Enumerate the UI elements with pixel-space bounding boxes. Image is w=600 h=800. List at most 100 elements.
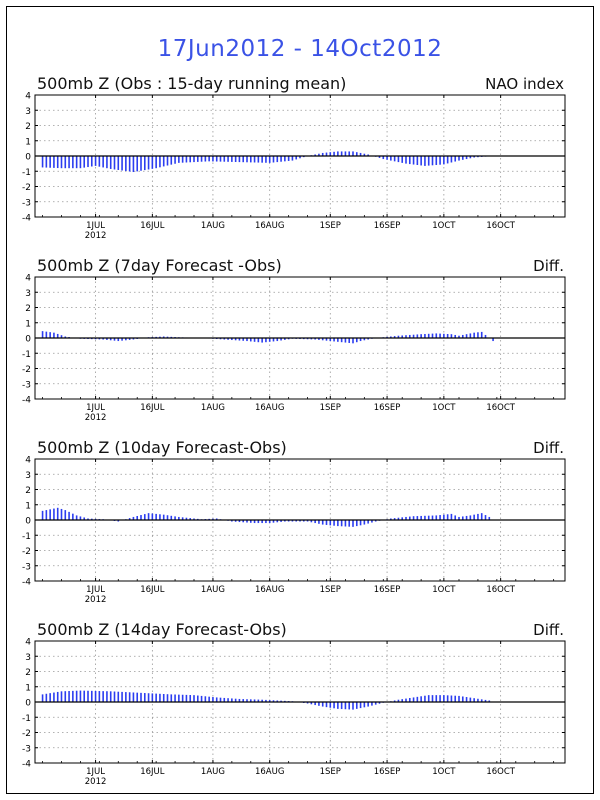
bar (443, 695, 445, 702)
bar (405, 335, 407, 338)
y-tick-label: -3 (22, 380, 31, 390)
x-tick-label: 1OCT (432, 221, 456, 231)
bar (159, 693, 161, 702)
bar (253, 338, 256, 342)
bar (193, 518, 195, 520)
bar (102, 338, 104, 340)
x-tick-label: 16JUL (140, 221, 165, 231)
bar (113, 156, 116, 170)
bar (492, 338, 494, 342)
bar (461, 156, 464, 160)
bar (212, 518, 214, 520)
bar (318, 153, 320, 156)
bar (132, 516, 135, 520)
y-tick-label: 1 (25, 683, 31, 693)
x-tick-label: 1SEP (320, 767, 341, 777)
bar (257, 156, 260, 163)
bar (352, 520, 354, 527)
bar (109, 691, 112, 702)
bar (265, 520, 267, 524)
bar (159, 156, 161, 168)
bar (488, 516, 491, 520)
y-tick-label: 0 (25, 699, 31, 709)
bar (333, 702, 335, 709)
bar (159, 336, 161, 338)
x-tick-label: 1AUG (201, 221, 225, 231)
bar (367, 154, 369, 156)
bar (374, 520, 377, 522)
bar (435, 515, 438, 520)
bar (473, 698, 475, 702)
bar (174, 156, 176, 164)
bar (242, 520, 245, 523)
y-tick-label: 3 (25, 471, 31, 481)
bar (72, 513, 74, 520)
bar (41, 694, 44, 702)
bar (249, 338, 252, 342)
bar (75, 156, 78, 169)
bar (136, 515, 139, 520)
bar (302, 520, 305, 522)
bar (268, 338, 271, 342)
panel-right-label: Diff. (533, 257, 564, 275)
bar (412, 156, 415, 165)
bar (98, 156, 101, 167)
x-tick-label: 16OCT (486, 585, 515, 595)
bar (113, 691, 116, 702)
bar (215, 518, 218, 520)
bar (212, 156, 214, 162)
chart-panel-3: 500mb Z (10day Forecast-Obs) Diff. 4 3 2 1 0 -1… (22, 438, 566, 605)
bar (181, 517, 184, 520)
x-tick-label: 1AUG (201, 585, 225, 595)
bar (185, 156, 188, 163)
bar (321, 152, 324, 156)
bar (102, 691, 104, 702)
y-tick-label: -2 (22, 365, 31, 375)
bar (79, 516, 82, 520)
bar (473, 332, 475, 338)
bar (215, 697, 218, 702)
bar (170, 156, 173, 165)
bar (340, 338, 343, 343)
bar (41, 331, 44, 338)
bar (174, 694, 176, 702)
bar (56, 507, 59, 520)
bar-series (41, 151, 491, 173)
bar (181, 694, 184, 702)
bar (253, 699, 256, 702)
bar (340, 520, 343, 527)
bar (166, 694, 169, 702)
bar (204, 156, 207, 162)
bar (75, 515, 78, 520)
bar (102, 156, 104, 168)
y-tick-label: 2 (25, 486, 31, 496)
bar (390, 336, 392, 338)
bar (435, 333, 438, 338)
bar (136, 156, 139, 172)
bar (393, 336, 396, 338)
y-tick-label: -1 (22, 168, 31, 178)
panel-title: 500mb Z (10day Forecast-Obs) (37, 438, 287, 457)
bar (276, 338, 279, 342)
bar (223, 156, 226, 162)
bar (56, 691, 59, 702)
bar (257, 699, 260, 702)
bar (412, 334, 415, 338)
panel-right-label: Diff. (533, 439, 564, 457)
bar (477, 698, 479, 702)
y-tick-label: -1 (22, 714, 31, 724)
bar (265, 338, 267, 343)
bar (53, 508, 55, 520)
y-tick-label: -1 (22, 350, 31, 360)
bar (469, 697, 472, 702)
bar (83, 156, 86, 168)
bar (446, 695, 449, 702)
bar (484, 334, 487, 338)
bar (454, 156, 457, 162)
bar (378, 156, 381, 158)
bar (280, 700, 282, 702)
bar (310, 702, 313, 705)
bar (64, 510, 67, 520)
bar (155, 156, 157, 169)
bar (53, 692, 55, 702)
